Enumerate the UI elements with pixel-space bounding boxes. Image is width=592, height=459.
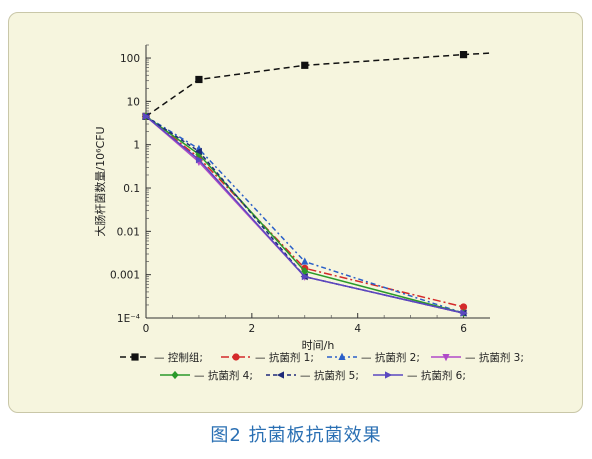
legend-item: — 抗菌剂 6;: [373, 369, 466, 382]
legend-swatch-marker: [131, 353, 139, 361]
legend-swatch-marker: [338, 352, 346, 360]
legend-item: — 抗菌剂 3;: [431, 351, 524, 364]
data-point: [195, 156, 204, 164]
series-line: [145, 115, 464, 314]
legend-item: — 抗菌剂 1;: [221, 351, 314, 364]
series-2: [142, 112, 468, 311]
legend-item: — 抗菌剂 2;: [327, 351, 420, 364]
data-point: [194, 147, 202, 156]
x-tick-label: 6: [460, 323, 467, 335]
legend-swatch-marker: [385, 371, 393, 379]
y-tick-label: 100: [120, 53, 140, 65]
data-point: [459, 51, 468, 59]
data-point: [301, 61, 309, 69]
legend-label: — 抗菌剂 4;: [194, 369, 253, 382]
series-line: [145, 52, 491, 118]
legend-label: — 抗菌剂 2;: [361, 351, 420, 364]
legend-label: — 抗菌剂 5;: [300, 369, 359, 382]
data-point: [460, 309, 468, 317]
legend: — 控制组; — 抗菌剂 1; — 抗菌剂 2; — 抗菌剂 3; — 抗菌剂 4; — …: [120, 351, 524, 382]
series-3: [142, 112, 468, 317]
y-tick-label: 1E⁻⁴: [117, 313, 140, 325]
y-tick-label: 0.1: [123, 183, 140, 195]
legend-item: — 抗菌剂 4;: [160, 369, 253, 382]
legend-swatch-marker: [276, 371, 284, 379]
series-line: [145, 115, 464, 314]
y-tick-label: 0.01: [117, 226, 140, 238]
legend-item: — 抗菌剂 5;: [266, 369, 359, 382]
data-point: [301, 267, 309, 276]
x-tick-label: 4: [354, 323, 361, 335]
x-tick-label: 2: [249, 323, 256, 335]
series-line: [145, 115, 464, 308]
series-7: [143, 112, 468, 317]
data-point: [301, 273, 309, 281]
y-tick-label: 1: [133, 140, 140, 152]
y-axis-title: 大肠杆菌数量/10⁶CFU: [93, 126, 107, 236]
data-point: [143, 112, 151, 120]
legend-label: — 抗菌剂 1;: [255, 351, 314, 364]
data-point: [301, 257, 309, 265]
x-axis-title: 时间/h: [302, 339, 335, 352]
y-tick-label: 10: [127, 96, 140, 108]
axes: 1E⁻⁴ 0.001 0.01 0.1 1 10 100 0 2 4 6 时间/h 大肠杆菌数量/10⁶…: [93, 44, 490, 352]
legend-label: — 控制组;: [154, 351, 203, 364]
data-point: [459, 303, 468, 311]
chart-panel: [8, 12, 583, 413]
legend-swatch-marker: [171, 370, 179, 380]
legend-label: — 抗菌剂 3;: [465, 351, 524, 364]
series-layer: [141, 51, 491, 318]
legend-item: — 控制组;: [120, 351, 203, 364]
x-tick-label: 0: [143, 323, 150, 335]
data-point: [195, 75, 203, 84]
figure-caption: 图2 抗菌板抗菌效果: [210, 425, 382, 446]
legend-swatch-marker: [442, 354, 450, 362]
y-tick-label: 0.001: [110, 270, 140, 282]
series-5: [142, 112, 468, 318]
legend-swatch-marker: [232, 353, 240, 361]
series-line: [145, 115, 464, 314]
legend-label: — 抗菌剂 6;: [407, 369, 466, 382]
series-1: [142, 51, 491, 120]
